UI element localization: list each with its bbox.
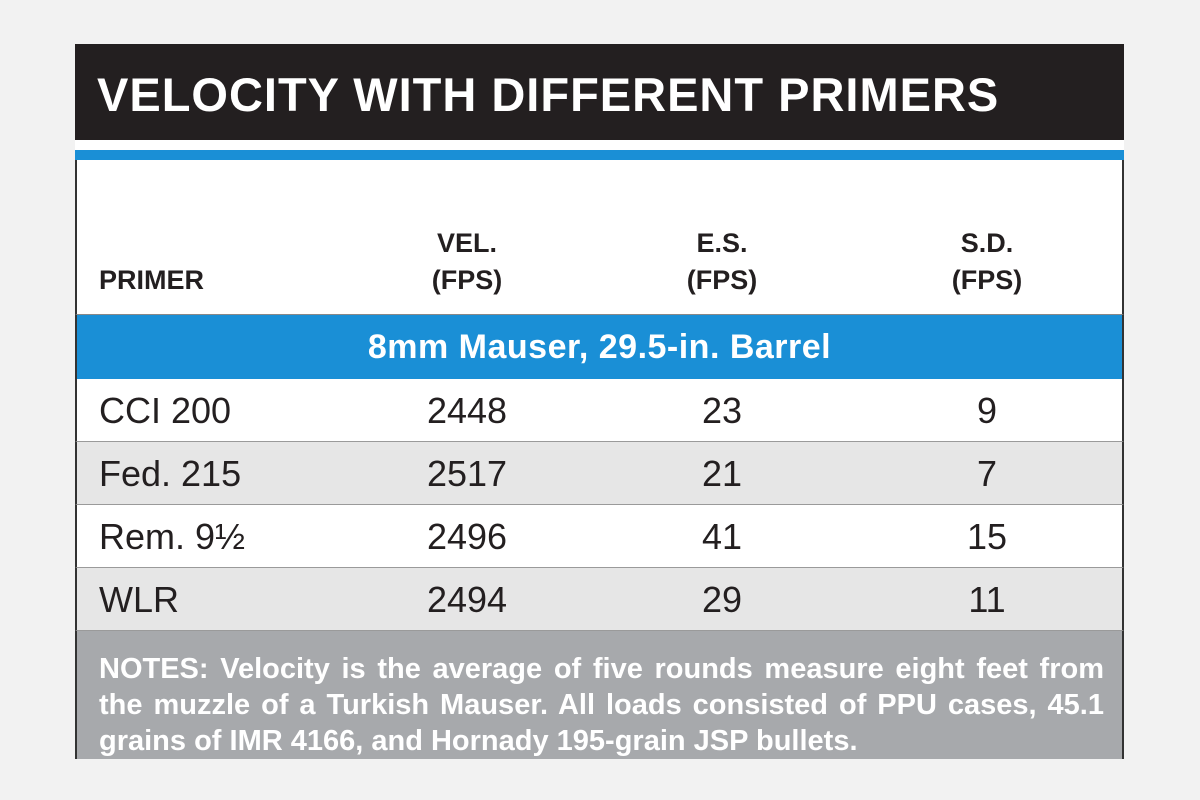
section-header-row: 8mm Mauser, 29.5-in. Barrel [75,315,1124,379]
section-label: 8mm Mauser, 29.5-in. Barrel [367,327,832,366]
cell-standard-deviation: 9 [976,390,998,431]
cell-velocity: 2448 [426,390,508,431]
cell-primer: WLR [99,579,179,620]
blue-divider [75,150,1124,160]
cell-standard-deviation: 11 [968,579,1006,620]
header-es-line1: E.S. [696,228,748,259]
table-row: Rem. 9½ 2496 41 15 [75,505,1124,568]
header-sd-line2: (FPS) [951,264,1023,295]
header-extreme-spread: E.S. (FPS) [622,225,822,298]
header-sd-line1: S.D. [960,228,1014,259]
cell-extreme-spread: 23 [701,390,743,431]
header-velocity: VEL. (FPS) [367,225,567,298]
cell-standard-deviation: 7 [976,453,998,494]
table-row: CCI 200 2448 23 9 [75,379,1124,442]
table-title: VELOCITY WITH DIFFERENT PRIMERS [97,67,1000,121]
header-primer: PRIMER [99,262,204,298]
cell-standard-deviation: 15 [966,516,1008,557]
cell-primer: Fed. 215 [99,453,242,494]
header-es-line2: (FPS) [686,264,758,295]
cell-extreme-spread: 29 [701,579,743,620]
notes-text: NOTES: Velocity is the average of five r… [99,653,1104,757]
header-primer-label: PRIMER [99,264,205,295]
notes-box: NOTES: Velocity is the average of five r… [75,631,1124,759]
title-bar: VELOCITY WITH DIFFERENT PRIMERS [75,44,1124,140]
cell-primer: Rem. 9½ [99,516,246,557]
cell-extreme-spread: 21 [701,453,743,494]
cell-primer: CCI 200 [99,390,232,431]
table-header-row: PRIMER VEL. (FPS) E.S. (FPS) S.D. (FPS) [75,160,1124,315]
header-velocity-line1: VEL. [436,228,497,259]
cell-velocity: 2517 [426,453,508,494]
cell-extreme-spread: 41 [701,516,743,557]
header-standard-deviation: S.D. (FPS) [887,225,1087,298]
table-row: Fed. 215 2517 21 7 [75,442,1124,505]
cell-velocity: 2494 [426,579,508,620]
table-row: WLR 2494 29 11 [75,568,1124,631]
velocity-table-card: VELOCITY WITH DIFFERENT PRIMERS PRIMER V… [75,44,1124,759]
header-velocity-line2: (FPS) [431,264,503,295]
cell-velocity: 2496 [426,516,508,557]
